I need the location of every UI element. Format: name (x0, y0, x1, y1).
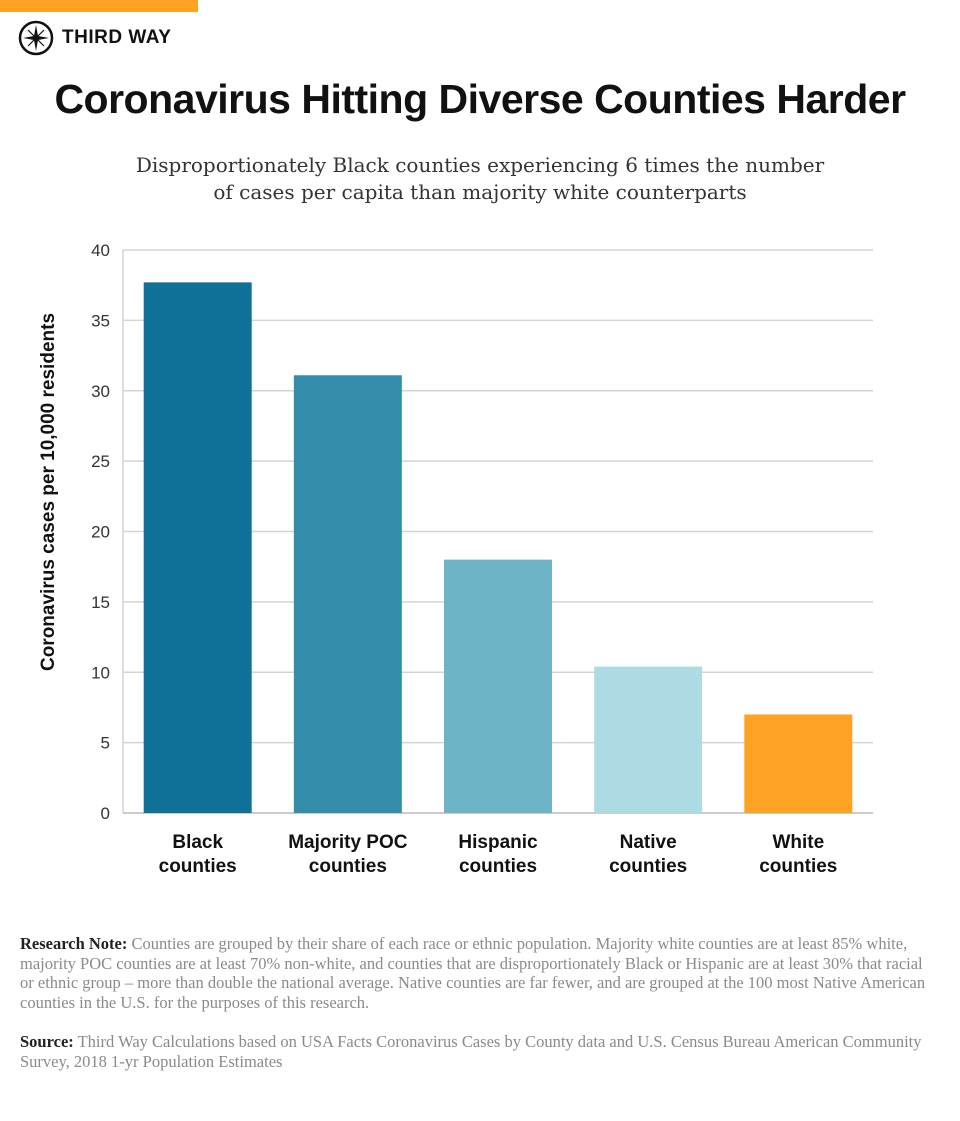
y-axis-label: Coronavirus cases per 10,000 residents (38, 313, 59, 671)
source-note: Source: Third Way Calculations based on … (20, 1032, 922, 1071)
x-tick-label: counties (159, 856, 237, 877)
y-tick-label: 40 (91, 241, 110, 260)
bar (143, 282, 252, 813)
compass-star-icon (18, 20, 54, 56)
chart-subtitle: Disproportionately Black counties experi… (135, 153, 825, 204)
y-tick-label: 15 (91, 593, 110, 612)
y-tick-label: 30 (91, 382, 110, 401)
y-tick-label: 20 (91, 523, 110, 542)
y-tick-label: 35 (91, 311, 110, 330)
brand-name: THIRD WAY (62, 27, 172, 48)
x-tick-label: Majority POC (288, 832, 408, 853)
y-tick-label: 10 (91, 663, 110, 682)
x-tick-label: Native (620, 832, 677, 853)
x-tick-label: counties (309, 856, 387, 877)
bar (594, 666, 703, 813)
y-tick-label: 5 (101, 734, 110, 753)
research-note: Research Note: Counties are grouped by t… (20, 934, 926, 1012)
logo: THIRD WAY (18, 20, 171, 56)
y-tick-label: 25 (91, 452, 110, 471)
bar (293, 375, 402, 813)
notes: Research Note: Counties are grouped by t… (20, 934, 940, 1071)
x-tick-label: White (772, 832, 824, 853)
x-tick-label: counties (759, 856, 837, 877)
x-tick-label: Black (172, 832, 223, 853)
bar (744, 714, 853, 813)
accent-bar (0, 0, 198, 12)
bar (444, 559, 552, 813)
x-tick-label: counties (609, 856, 687, 877)
chart-title: Coronavirus Hitting Diverse Counties Har… (54, 76, 906, 122)
x-tick-label: Hispanic (458, 832, 538, 853)
y-tick-label: 0 (101, 804, 110, 823)
x-tick-label: counties (459, 856, 537, 877)
bar-chart: 0 5 10 15 20 25 30 35 40 Black counties Majority PO… (38, 241, 873, 877)
